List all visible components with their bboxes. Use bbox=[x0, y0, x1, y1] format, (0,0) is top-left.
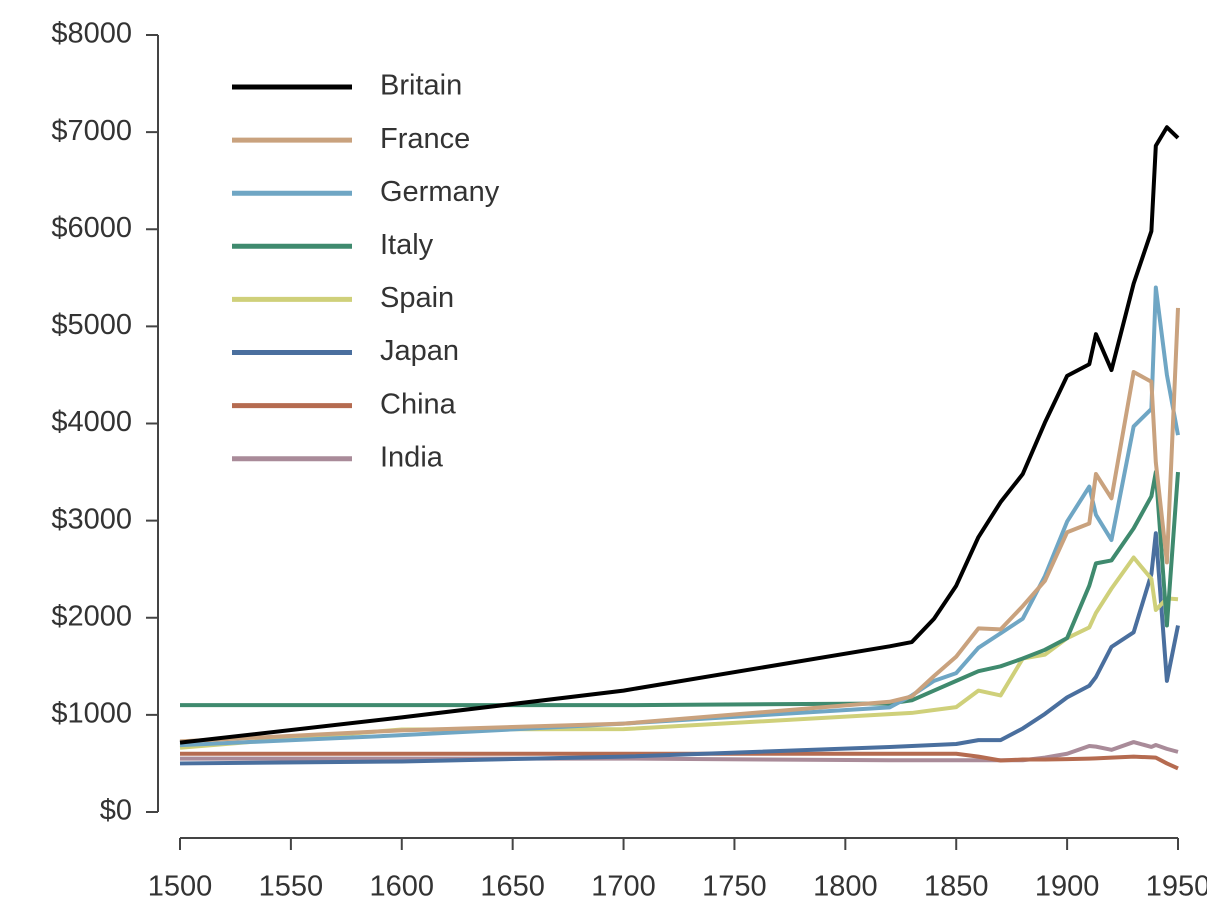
legend-label: France bbox=[380, 123, 470, 155]
y-tick-label: $2000 bbox=[51, 600, 132, 632]
y-tick-label: $3000 bbox=[51, 503, 132, 535]
y-tick-label: $1000 bbox=[51, 698, 132, 730]
x-tick-label: 1800 bbox=[813, 871, 878, 902]
y-tick-label: $8000 bbox=[51, 18, 132, 50]
x-tick-label: 1600 bbox=[370, 871, 435, 902]
series-line bbox=[180, 751, 1179, 771]
legend-label: China bbox=[380, 388, 457, 420]
y-tick-label: $5000 bbox=[51, 309, 132, 341]
series-line bbox=[179, 285, 1180, 748]
x-tick-label: 1650 bbox=[480, 871, 545, 902]
series-line bbox=[180, 740, 1179, 763]
x-tick-label: 1900 bbox=[1035, 871, 1100, 902]
y-tick-label: $4000 bbox=[51, 406, 132, 438]
series-line bbox=[179, 125, 1180, 745]
legend-label: Germany bbox=[380, 176, 500, 208]
x-tick-label: 1750 bbox=[702, 871, 767, 902]
legend-label: Britain bbox=[380, 70, 462, 102]
legend-label: India bbox=[380, 441, 444, 473]
x-tick-label: 1700 bbox=[591, 871, 656, 902]
legend-label: Spain bbox=[380, 282, 454, 314]
legend-label: Japan bbox=[380, 335, 459, 367]
x-tick-label: 1950 bbox=[1146, 871, 1207, 902]
legend-label: Italy bbox=[380, 229, 434, 261]
series-line bbox=[180, 470, 1180, 708]
x-tick-label: 1850 bbox=[924, 871, 989, 902]
y-tick-label: $7000 bbox=[51, 115, 132, 147]
series-line bbox=[179, 555, 1179, 750]
x-tick-label: 1550 bbox=[259, 871, 324, 902]
y-tick-label: $6000 bbox=[51, 212, 132, 244]
x-tick-label: 1500 bbox=[148, 871, 213, 902]
y-tick-label: $0 bbox=[100, 795, 132, 827]
series-line bbox=[179, 307, 1180, 744]
series-line bbox=[179, 531, 1180, 766]
